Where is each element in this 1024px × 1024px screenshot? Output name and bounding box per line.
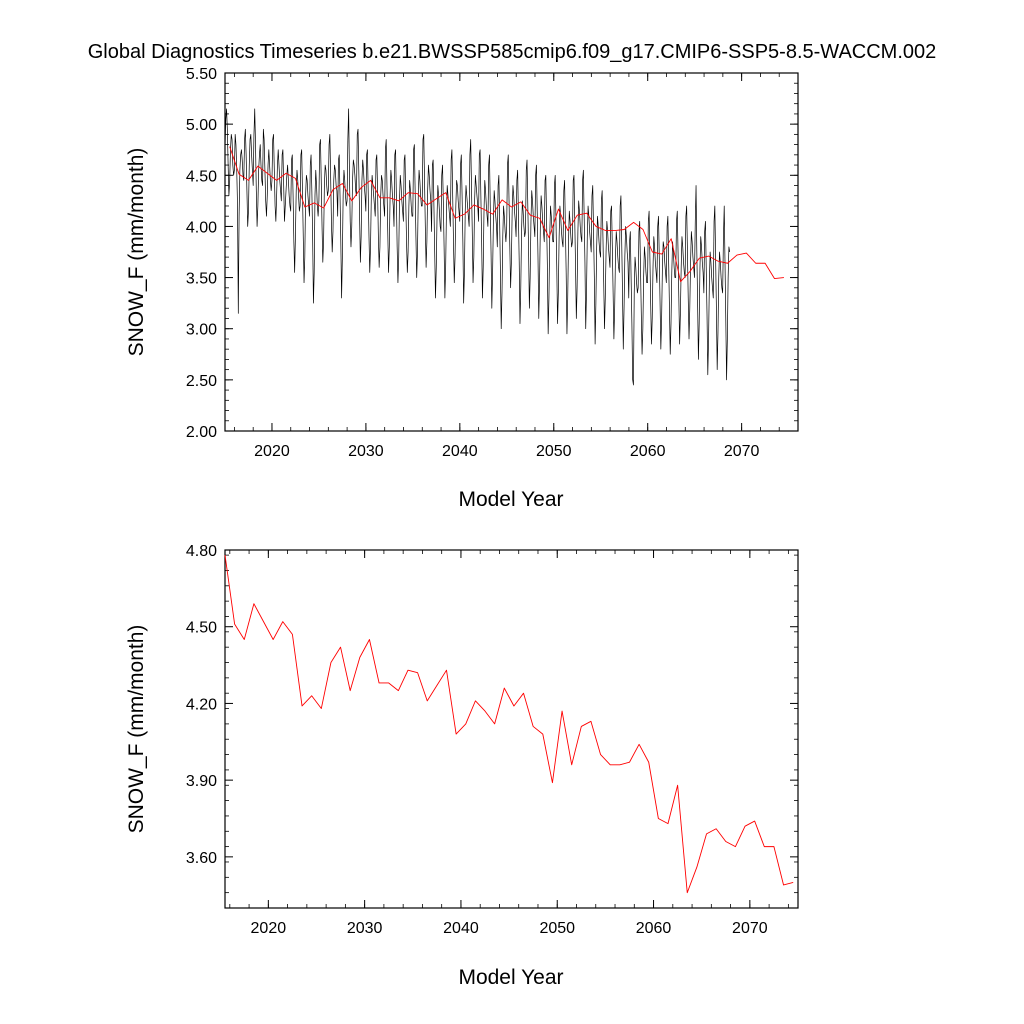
x-tick-label: 2050 (539, 920, 575, 937)
bottom-x-ticks: 2020 2030 2040 2050 2060 2070 (251, 550, 768, 937)
y-tick-label: 2.00 (186, 424, 217, 441)
x-tick-label: 2050 (536, 443, 572, 460)
y-tick-label: 3.50 (186, 271, 217, 288)
bottom-x-axis-label: Model Year (458, 966, 563, 989)
top-panel: 2.00 2.50 3.00 3.50 4.00 4.50 5.00 5.50 2020 203… (125, 66, 799, 511)
bottom-y-ticks: 3.60 3.90 4.20 4.50 4.80 (186, 543, 798, 867)
y-tick-label: 2.50 (186, 373, 217, 390)
bottom-panel: 3.60 3.90 4.20 4.50 4.80 2020 2030 2040 2050 206… (125, 543, 799, 989)
x-tick-label: 2070 (724, 443, 760, 460)
top-series (224, 108, 784, 386)
y-tick-label: 4.00 (186, 219, 217, 236)
top-minor-ticks (225, 72, 799, 432)
annual-mean-series-line (229, 146, 784, 283)
x-tick-label: 2030 (348, 443, 384, 460)
y-tick-label: 3.00 (186, 322, 217, 339)
x-tick-label: 2020 (251, 920, 287, 937)
x-tick-label: 2060 (630, 443, 666, 460)
y-tick-label: 5.00 (186, 117, 217, 134)
x-tick-label: 2040 (443, 920, 479, 937)
x-tick-label: 2020 (254, 443, 290, 460)
x-tick-label: 2040 (442, 443, 478, 460)
y-tick-label: 4.50 (186, 620, 217, 637)
y-tick-label: 4.80 (186, 543, 217, 560)
chart-title: Global Diagnostics Timeseries b.e21.BWSS… (88, 41, 937, 63)
monthly-series-line (224, 108, 731, 386)
bottom-series (224, 555, 794, 894)
annual-mean-series-line (224, 555, 794, 894)
bottom-y-axis-label: SNOW_F (mm/month) (125, 625, 148, 834)
y-tick-label: 3.90 (186, 773, 217, 790)
y-tick-label: 4.50 (186, 168, 217, 185)
x-tick-label: 2070 (732, 920, 768, 937)
bottom-minor-ticks (225, 550, 798, 909)
bottom-plot-frame (224, 549, 799, 909)
x-tick-label: 2030 (347, 920, 383, 937)
top-plot-frame (224, 72, 799, 432)
y-tick-label: 3.60 (186, 850, 217, 867)
y-tick-label: 4.20 (186, 696, 217, 713)
top-x-ticks: 2020 2030 2040 2050 2060 2070 (254, 73, 760, 460)
top-x-axis-label: Model Year (458, 488, 563, 511)
y-tick-label: 5.50 (186, 66, 217, 83)
top-y-axis-label: SNOW_F (mm/month) (125, 148, 148, 357)
x-tick-label: 2060 (636, 920, 672, 937)
